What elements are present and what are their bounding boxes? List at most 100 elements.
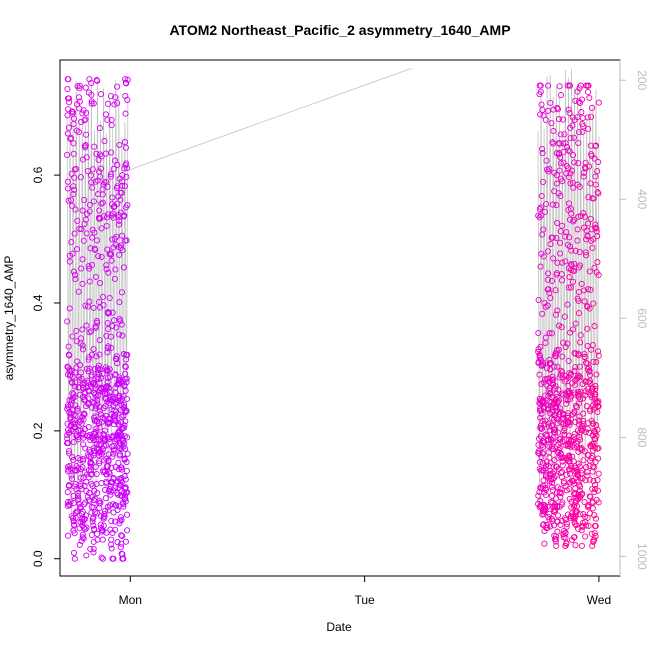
data-point — [79, 207, 86, 214]
data-point — [552, 383, 559, 390]
data-point — [547, 498, 554, 506]
data-point — [574, 114, 581, 121]
data-point — [79, 110, 86, 117]
data-point — [76, 82, 83, 89]
data-point — [119, 551, 126, 558]
data-point — [65, 364, 72, 371]
data-point — [550, 140, 557, 147]
data-point — [70, 492, 77, 499]
data-point — [591, 323, 598, 330]
data-point — [115, 331, 123, 338]
data-point — [71, 530, 78, 537]
data-point — [124, 527, 131, 534]
data-point — [116, 251, 123, 259]
data-point — [571, 216, 578, 223]
data-point — [117, 544, 124, 551]
data-point — [590, 358, 597, 365]
data-point — [565, 106, 572, 113]
data-point — [111, 447, 118, 454]
data-point — [546, 477, 554, 485]
data-point — [123, 459, 130, 466]
data-point — [576, 363, 583, 370]
data-point — [578, 426, 585, 433]
data-point — [568, 463, 575, 470]
data-point — [83, 322, 90, 329]
data-point — [555, 447, 562, 454]
data-point — [535, 329, 542, 337]
data-point — [94, 365, 101, 372]
data-point — [121, 212, 128, 219]
data-point — [119, 532, 126, 540]
data-point — [551, 503, 558, 510]
data-point — [88, 531, 95, 539]
y2-tick-label: 200 — [635, 70, 649, 90]
data-point — [580, 421, 587, 428]
data-point — [572, 320, 579, 327]
data-point — [560, 159, 567, 166]
data-point — [589, 447, 596, 454]
data-point — [567, 284, 575, 291]
data-point — [122, 418, 129, 425]
data-point — [72, 379, 79, 386]
data-point — [64, 85, 71, 93]
data-point — [551, 169, 558, 176]
data-point — [540, 178, 547, 186]
data-point — [86, 76, 93, 83]
data-point — [64, 420, 71, 427]
data-point — [587, 406, 594, 413]
data-point — [542, 376, 549, 383]
data-point — [70, 439, 77, 446]
data-point — [553, 542, 560, 549]
data-point — [115, 466, 122, 473]
data-point — [87, 460, 94, 467]
data-point — [107, 393, 114, 401]
data-point — [110, 403, 117, 410]
data-point — [102, 111, 109, 118]
data-point — [547, 365, 554, 373]
data-point — [105, 310, 112, 317]
data-point — [65, 466, 72, 473]
data-point — [102, 468, 109, 475]
data-point — [589, 485, 596, 493]
data-point — [110, 476, 117, 483]
data-point — [99, 414, 106, 421]
data-point — [544, 286, 551, 293]
data-point — [122, 76, 129, 83]
data-point — [79, 256, 86, 263]
data-point — [70, 391, 77, 398]
data-point — [83, 552, 90, 559]
data-point — [118, 289, 126, 296]
data-point — [543, 458, 550, 465]
data-point — [71, 483, 78, 490]
data-point — [115, 214, 122, 221]
data-point — [553, 350, 560, 357]
data-point — [588, 151, 595, 158]
data-point — [566, 148, 573, 155]
data-point — [543, 365, 550, 372]
data-point — [548, 437, 555, 444]
data-point — [115, 484, 122, 491]
secondary-y-axis: 200 400 600 800 1000 — [619, 60, 649, 576]
data-point — [90, 545, 97, 552]
data-point — [65, 482, 73, 489]
data-point — [539, 521, 547, 528]
data-point — [82, 526, 89, 533]
data-point — [574, 443, 581, 450]
data-point — [549, 409, 556, 416]
data-point — [546, 443, 553, 450]
data-point — [550, 255, 557, 262]
data-point — [68, 472, 75, 479]
data-point — [538, 145, 546, 153]
data-point — [579, 475, 586, 482]
data-point — [104, 503, 111, 510]
data-point — [592, 458, 599, 466]
data-point — [64, 185, 71, 192]
data-point — [109, 210, 116, 217]
data-point — [91, 389, 98, 396]
y-tick-label: 0.2 — [31, 422, 45, 439]
data-point — [584, 114, 591, 121]
data-point — [539, 511, 546, 518]
data-point — [110, 317, 118, 324]
data-point — [594, 259, 601, 266]
